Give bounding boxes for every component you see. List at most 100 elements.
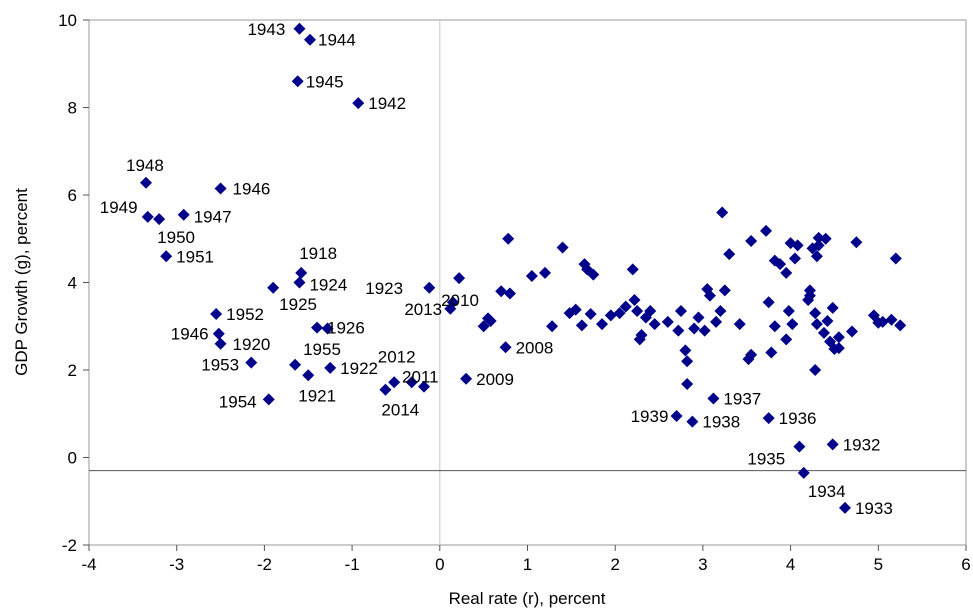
data-point-marker [716,206,729,219]
data-point-marker [502,232,515,245]
data-point-label: 1922 [340,359,378,378]
data-point-marker [302,369,315,382]
data-point-marker [495,285,508,298]
reference-lines [89,20,966,545]
y-axis-title: GDP Growth (g), percent [12,188,31,376]
x-tick-label: 6 [961,555,970,574]
data-point-marker [631,304,644,317]
data-point-label: 1933 [855,499,893,518]
data-point-marker [745,234,758,247]
data-point-marker [791,239,804,252]
data-point-marker [499,341,512,354]
data-point-marker [293,22,306,35]
data-point-marker [679,344,692,357]
data-point-marker [832,342,845,355]
y-tick-label: 8 [68,99,77,118]
data-point-marker [140,176,153,189]
data-point-marker [885,313,898,326]
data-point-marker [289,358,302,371]
data-point-marker [604,309,617,322]
data-point-label: 1953 [201,356,239,375]
data-point-marker [379,383,392,396]
data-point-marker [760,224,773,237]
data-point-marker [803,289,816,302]
data-point-marker [626,263,639,276]
data-point-marker [245,356,258,369]
data-point-marker [762,412,775,425]
data-point-label: 2009 [476,370,514,389]
data-point-marker [460,372,473,385]
data-point-marker [819,232,832,245]
data-point-label: 2011 [402,368,439,387]
data-point-marker [324,361,337,374]
data-point-label: 1946 [171,325,209,344]
x-tick-label: 4 [786,555,795,574]
x-tick-label: -3 [169,555,184,574]
data-point-marker [817,326,830,339]
y-tick-label: 6 [68,186,77,205]
data-point-marker [809,307,822,320]
data-point-label: 1937 [723,389,761,408]
x-tick-label: -4 [81,555,96,574]
data-point-marker [295,266,308,279]
data-point-marker [153,213,166,226]
data-point-label: 2013 [404,300,442,319]
x-tick-label: 5 [874,555,883,574]
data-point-marker [556,241,569,254]
data-point-marker [832,331,845,344]
data-point-marker [539,266,552,279]
data-point-label: 1945 [306,72,344,91]
data-point-label: 2010 [441,291,479,310]
data-point-marker [661,315,674,328]
data-point-marker [686,415,699,428]
data-point-marker [698,324,711,337]
data-point-marker [446,296,459,309]
y-axis: -2 0 2 4 6 8 10 [58,11,89,555]
data-point-marker [765,346,778,359]
data-point-marker [793,440,806,453]
data-point-marker [780,266,793,279]
data-point-marker [503,287,516,300]
data-point-label: 1949 [100,198,138,217]
data-point-marker [311,321,324,334]
data-point-marker [762,296,775,309]
data-point-marker [714,304,727,317]
data-point-marker [670,409,683,422]
data-point-marker [674,304,687,317]
y-tick-label: 0 [68,449,77,468]
data-point-marker [788,252,801,265]
y-tick-label: 10 [58,11,77,30]
data-point-marker [710,315,723,328]
data-point-marker [484,315,497,327]
data-point-marker [782,304,795,317]
x-tick-label: -1 [345,555,360,574]
data-point-marker [774,258,787,271]
data-point-marker [838,501,851,514]
data-point-marker [575,319,588,332]
data-point-marker [596,318,609,331]
data-point-label: 1932 [843,435,881,454]
data-point-marker [821,315,834,327]
data-point-marker [797,466,810,479]
plot-area [88,19,967,546]
data-point-label: 1936 [779,409,817,428]
data-point-marker [160,250,173,263]
y-tick-label: 4 [68,274,77,293]
data-point-marker [214,182,227,195]
data-point-label: 1921 [298,386,336,405]
data-point-marker [809,364,822,376]
x-axis: -4 -3 -2 -1 0 1 2 3 4 5 6 [81,545,971,574]
data-point-marker [850,236,863,249]
data-point-marker [681,378,694,390]
data-point-marker [423,281,436,294]
data-point-marker [703,289,716,302]
x-axis-title: Real rate (r), percent [449,589,606,608]
data-point-marker [812,239,825,252]
data-point-label: 1925 [279,295,317,314]
x-tick-label: 1 [523,555,532,574]
data-point-label: 1926 [327,319,365,338]
data-point-marker [546,320,559,333]
data-point-label: 1947 [194,208,232,227]
data-point-marker [768,320,781,333]
